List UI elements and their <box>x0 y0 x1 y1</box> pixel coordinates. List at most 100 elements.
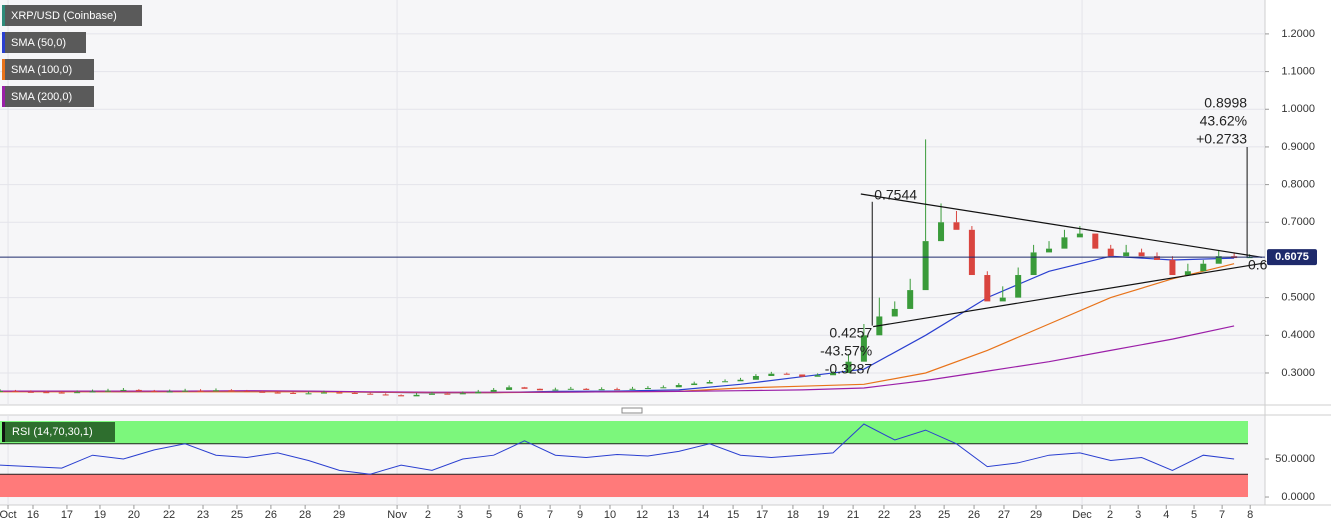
candle-body <box>228 390 235 392</box>
x-tick-label: 8 <box>1247 509 1253 521</box>
x-tick-label: 9 <box>577 509 583 521</box>
candle-body <box>814 375 821 377</box>
x-tick-label: 7 <box>1219 509 1225 521</box>
x-tick-label: Oct <box>0 509 17 521</box>
candle-body <box>1169 259 1176 276</box>
x-tick-label: 22 <box>163 509 175 521</box>
candle-body <box>968 229 975 276</box>
candle-body <box>351 392 358 394</box>
x-tick-label: 5 <box>1191 509 1197 521</box>
x-tick-label: 28 <box>299 509 311 521</box>
x-tick-label: 22 <box>878 509 890 521</box>
candle-body <box>860 335 867 362</box>
x-tick-label: 3 <box>457 509 463 521</box>
candle-body <box>660 387 667 389</box>
legend-label: SMA (50,0) <box>11 37 66 49</box>
candle-body <box>27 391 34 393</box>
candle-body <box>1015 275 1022 298</box>
x-tick-label: 25 <box>938 509 950 521</box>
candle-body <box>58 392 65 394</box>
legend-swatch <box>2 59 5 80</box>
candle-body <box>490 389 497 392</box>
candle-body <box>1076 233 1083 238</box>
candle-body <box>243 391 250 393</box>
candle-body <box>1092 233 1099 249</box>
candle-body <box>382 394 389 396</box>
candle-body <box>614 389 621 391</box>
candle-body <box>0 391 3 393</box>
candle-body <box>752 375 759 380</box>
y-tick-label: 0.3000 <box>1281 367 1315 379</box>
x-tick-label: 5 <box>486 509 492 521</box>
y-tick-label: 1.1000 <box>1281 65 1315 77</box>
candle-body <box>367 393 374 395</box>
legend-label: XRP/USD (Coinbase) <box>11 10 117 22</box>
panel-resize-handle[interactable] <box>621 407 643 414</box>
x-tick-label: 3 <box>1135 509 1141 521</box>
x-tick-label: 23 <box>197 509 209 521</box>
candle-body <box>182 390 189 392</box>
candle-body <box>274 392 281 394</box>
y-tick-label: 1.2000 <box>1281 28 1315 40</box>
candle-body <box>413 394 420 397</box>
y-tick-label: 0.4000 <box>1281 329 1315 341</box>
x-tick-label: 2 <box>425 509 431 521</box>
y-tick-label: 0.5000 <box>1281 292 1315 304</box>
candle-body <box>428 393 435 395</box>
candle-body <box>166 391 173 393</box>
legend-box <box>2 86 94 107</box>
legend-swatch <box>2 86 5 107</box>
x-tick-label: 10 <box>604 509 616 521</box>
x-tick-label: 27 <box>998 509 1010 521</box>
x-tick-label: 13 <box>667 509 679 521</box>
x-tick-label: 17 <box>61 509 73 521</box>
measure-label: 0.7544 <box>874 186 917 202</box>
candle-body <box>845 361 852 373</box>
candle-body <box>891 308 898 317</box>
x-tick-label: 25 <box>231 509 243 521</box>
measure-label: 43.62% <box>1200 113 1247 129</box>
candle-body <box>629 388 636 390</box>
x-tick-label: 29 <box>1030 509 1042 521</box>
candle-body <box>999 297 1006 302</box>
candle-body <box>43 392 50 394</box>
x-tick-label: Dec <box>1072 509 1092 521</box>
candle-body <box>459 393 466 395</box>
measure-label: +0.2733 <box>1196 131 1247 147</box>
y-tick-label: 0.8000 <box>1281 179 1315 191</box>
candle-body <box>212 390 219 392</box>
y-tick-label: 0.9000 <box>1281 141 1315 153</box>
candle-body <box>783 373 790 375</box>
x-tick-label: 15 <box>727 509 739 521</box>
candle-body <box>1154 256 1161 260</box>
candle-body <box>1200 263 1207 272</box>
x-tick-label: 4 <box>1163 509 1169 521</box>
candle-body <box>938 222 945 242</box>
candle-body <box>768 373 775 376</box>
candle-body <box>830 372 837 376</box>
oversold-zone <box>0 474 1248 498</box>
trendline <box>873 262 1266 328</box>
candle-body <box>598 389 605 391</box>
measure-label: -43.57% <box>820 342 872 358</box>
x-tick-label: 26 <box>968 509 980 521</box>
candle-body <box>799 374 806 377</box>
candle-body <box>984 275 991 302</box>
last-price-label: 0.6075 <box>1275 251 1309 263</box>
candle-body <box>1107 248 1114 257</box>
candle-body <box>552 389 559 391</box>
candle-body <box>444 393 451 395</box>
candle-body <box>305 393 312 395</box>
x-tick-label: 26 <box>265 509 277 521</box>
trendline <box>860 193 1263 258</box>
measure-label: -0.3287 <box>825 360 873 376</box>
candle-body <box>1138 252 1145 257</box>
overbought-zone <box>0 421 1248 444</box>
candle-body <box>259 391 266 393</box>
candle-body <box>536 388 543 391</box>
candle-body <box>644 388 651 390</box>
x-tick-label: 29 <box>333 509 345 521</box>
x-tick-label: 6 <box>517 509 523 521</box>
